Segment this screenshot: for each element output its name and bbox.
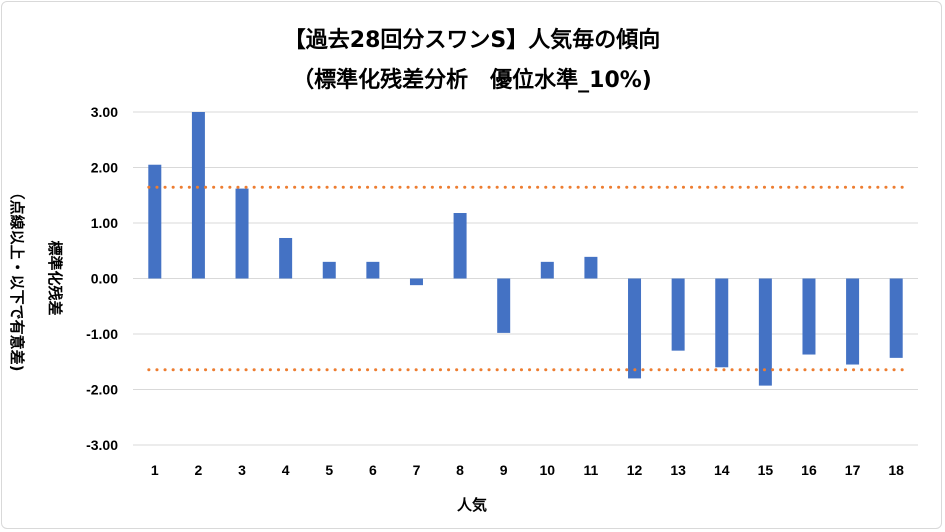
x-tick-label: 2 <box>195 462 203 478</box>
x-tick-label: 3 <box>238 462 246 478</box>
bar-12 <box>628 278 642 379</box>
bar-1 <box>148 164 162 279</box>
x-tick-label: 14 <box>714 462 730 478</box>
x-tick-label: 6 <box>369 462 377 478</box>
x-tick-label: 11 <box>584 462 599 478</box>
bar-15 <box>758 278 772 386</box>
x-axis-label: 人気 <box>457 496 487 514</box>
chart-title-line1: 【過去28回分スワンS】人気毎の傾向 <box>284 27 660 53</box>
bar-7 <box>409 278 423 286</box>
y-tick-label: 0.00 <box>91 271 118 287</box>
bar-9 <box>497 278 511 333</box>
bar-18 <box>889 278 903 358</box>
y-tick-labels: 3.00 2.00 1.00 0.00 -1.00 -2.00 -3.00 <box>86 104 118 453</box>
x-tick-label: 1 <box>151 462 159 478</box>
x-tick-label: 4 <box>282 462 290 478</box>
bar-17 <box>846 278 860 365</box>
bar-4 <box>279 237 293 279</box>
x-tick-label: 16 <box>801 462 817 478</box>
y-tick-label: -1.00 <box>86 326 118 342</box>
x-tick-label: 8 <box>456 462 464 478</box>
bars <box>148 112 903 386</box>
x-tick-label: 7 <box>413 462 421 478</box>
y-tick-label: 3.00 <box>91 104 118 120</box>
x-tick-label: 18 <box>888 462 904 478</box>
y-tick-label: -2.00 <box>86 382 118 398</box>
bar-8 <box>453 213 467 279</box>
x-tick-label: 17 <box>845 462 861 478</box>
bar-3 <box>235 188 249 279</box>
y-tick-label: 2.00 <box>91 160 118 176</box>
bar-10 <box>540 261 554 279</box>
bar-14 <box>715 278 729 368</box>
y-tick-label: 1.00 <box>91 215 118 231</box>
gridlines <box>133 111 918 446</box>
y-tick-label: -3.00 <box>86 437 118 453</box>
bar-5 <box>322 261 336 279</box>
bar-11 <box>584 256 598 279</box>
bar-2 <box>191 112 205 279</box>
x-tick-label: 10 <box>540 462 556 478</box>
chart-title-line2: （標準化残差分析 優位水準_10%) <box>292 67 652 93</box>
x-tick-label: 5 <box>325 462 333 478</box>
bar-6 <box>366 261 380 279</box>
x-tick-label: 9 <box>500 462 508 478</box>
x-tick-label: 12 <box>627 462 643 478</box>
x-tick-labels: 1 2 3 4 5 6 7 8 9 10 11 12 13 14 15 16 17 18 <box>151 462 904 478</box>
bar-16 <box>802 278 816 355</box>
x-tick-label: 13 <box>670 462 686 478</box>
y-axis-label: 標準化残差 <box>46 240 64 315</box>
bar-13 <box>671 278 685 351</box>
y-axis-label-note: （点線以上・以下で有意差) <box>8 185 26 372</box>
x-tick-label: 15 <box>758 462 774 478</box>
